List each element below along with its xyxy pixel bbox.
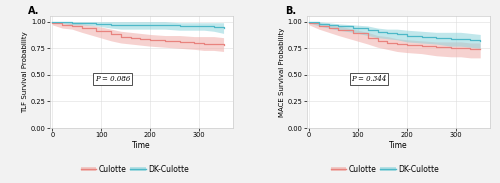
X-axis label: Time: Time (132, 141, 151, 150)
Text: P = 0.086: P = 0.086 (94, 75, 130, 83)
Legend: Culotte, DK-Culotte: Culotte, DK-Culotte (78, 162, 192, 177)
Y-axis label: TLF Survival Probability: TLF Survival Probability (22, 31, 28, 113)
Text: B.: B. (284, 6, 296, 16)
Y-axis label: MACE Survival Probability: MACE Survival Probability (279, 28, 285, 117)
X-axis label: Time: Time (389, 141, 407, 150)
Legend: Culotte, DK-Culotte: Culotte, DK-Culotte (328, 162, 442, 177)
Text: A.: A. (28, 6, 40, 16)
Text: P = 0.344: P = 0.344 (352, 75, 386, 83)
